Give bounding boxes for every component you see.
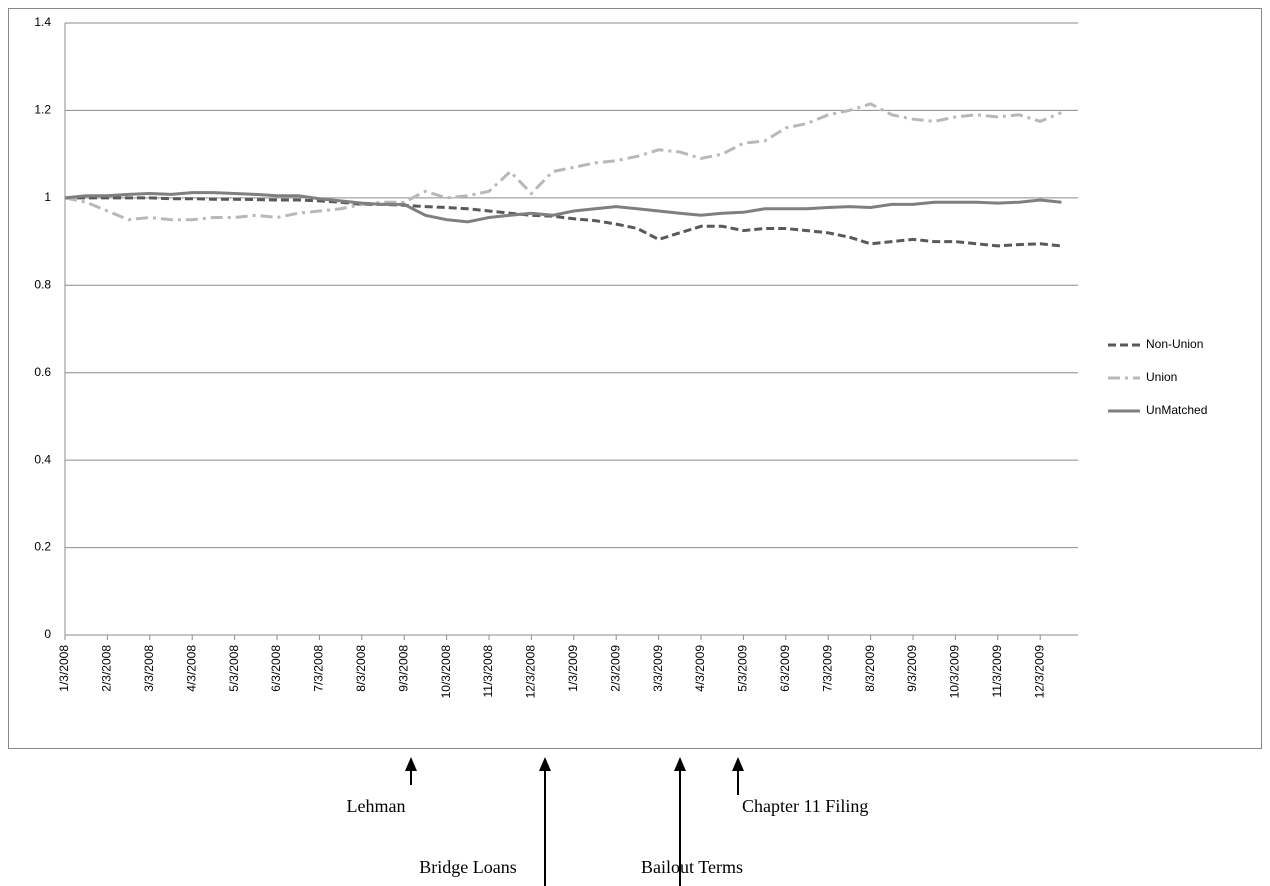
annotation-arrowhead xyxy=(405,757,417,771)
legend-label: Union xyxy=(1146,370,1177,384)
x-tick-label: 8/3/2009 xyxy=(863,645,877,692)
series-line xyxy=(65,196,1062,248)
legend-label: Non-Union xyxy=(1146,337,1203,351)
x-tick-label: 7/3/2008 xyxy=(312,645,326,692)
x-tick-label: 11/3/2009 xyxy=(990,645,1004,698)
y-tick-label: 1 xyxy=(44,190,51,204)
x-tick-label: 4/3/2008 xyxy=(184,645,198,692)
x-tick-label: 9/3/2008 xyxy=(396,645,410,692)
x-tick-label: 4/3/2009 xyxy=(693,645,707,692)
y-tick-label: 0.2 xyxy=(34,540,51,554)
x-tick-label: 9/3/2009 xyxy=(905,645,919,692)
y-tick-label: 0.8 xyxy=(34,277,51,291)
annotation-label: Bailout Terms xyxy=(641,857,743,877)
annotation-arrowhead xyxy=(732,757,744,771)
annotation-arrowhead xyxy=(539,757,551,771)
x-tick-label: 11/3/2008 xyxy=(481,645,495,698)
y-tick-label: 0.6 xyxy=(34,365,51,379)
annotation-arrowhead xyxy=(674,757,686,771)
legend-label: UnMatched xyxy=(1146,403,1207,417)
x-tick-label: 1/3/2008 xyxy=(57,645,71,692)
x-tick-label: 5/3/2009 xyxy=(736,645,750,692)
x-tick-label: 2/3/2009 xyxy=(608,645,622,692)
x-tick-label: 3/3/2008 xyxy=(142,645,156,692)
x-tick-label: 7/3/2009 xyxy=(820,645,834,692)
x-tick-label: 6/3/2008 xyxy=(269,645,283,692)
series-line xyxy=(64,191,1062,224)
annotation-label: Lehman xyxy=(347,796,406,816)
x-tick-label: 8/3/2008 xyxy=(354,645,368,692)
annotation-label: Bridge Loans xyxy=(419,857,516,877)
x-tick-label: 5/3/2008 xyxy=(227,645,241,692)
x-tick-label: 6/3/2009 xyxy=(778,645,792,692)
x-tick-label: 12/3/2008 xyxy=(524,645,538,699)
x-tick-label: 1/3/2009 xyxy=(566,645,580,692)
y-tick-label: 1.2 xyxy=(34,103,51,117)
annotation-label: Chapter 11 Filing xyxy=(742,796,868,816)
x-tick-label: 10/3/2008 xyxy=(439,645,453,699)
x-tick-label: 12/3/2009 xyxy=(1032,645,1046,699)
x-tick-label: 10/3/2009 xyxy=(948,645,962,699)
y-tick-label: 0.4 xyxy=(34,452,51,466)
x-tick-label: 3/3/2009 xyxy=(651,645,665,692)
x-tick-label: 2/3/2008 xyxy=(100,645,114,692)
chart-border xyxy=(8,8,1262,749)
y-tick-label: 0 xyxy=(44,627,51,641)
series-line xyxy=(64,102,1062,222)
y-tick-label: 1.4 xyxy=(34,15,51,29)
